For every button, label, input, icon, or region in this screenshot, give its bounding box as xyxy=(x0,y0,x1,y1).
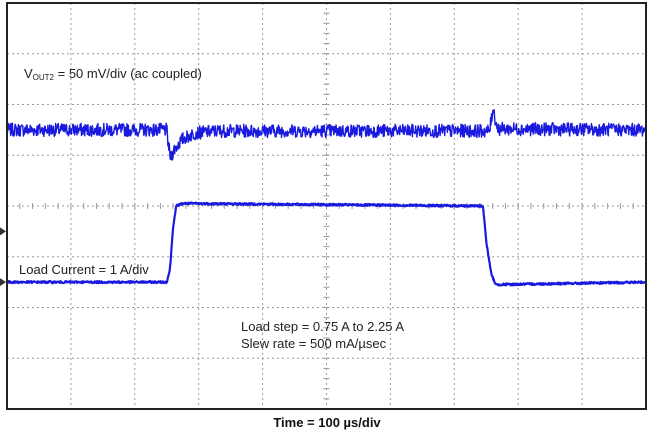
load-current-annotation: Load Current = 1 A/div xyxy=(19,262,149,277)
trace-vout2 xyxy=(6,109,647,161)
trace-load_current xyxy=(6,201,647,287)
ch1-marker xyxy=(0,227,6,236)
traces xyxy=(6,109,647,287)
load-step-annotation: Load step = 0.75 A to 2.25 A xyxy=(241,319,404,334)
x-axis-label: Time = 100 µs/div xyxy=(273,415,381,430)
grid xyxy=(6,2,647,410)
slew-rate-annotation: Slew rate = 500 mA/µsec xyxy=(241,336,387,351)
ch2-marker xyxy=(0,278,6,287)
vout-annotation: VOUT2 = 50 mV/div (ac coupled) xyxy=(24,66,202,82)
plot-frame xyxy=(6,2,647,410)
